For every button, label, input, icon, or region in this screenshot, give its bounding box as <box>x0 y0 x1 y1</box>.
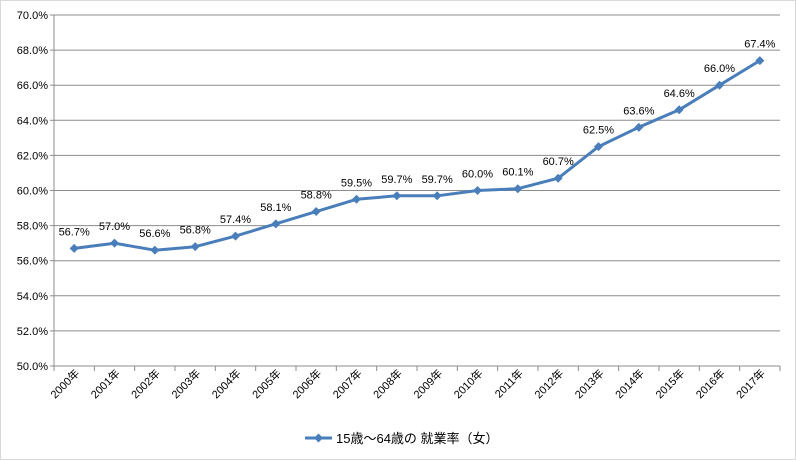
data-point <box>311 207 321 217</box>
x-tick-label: 2013年 <box>572 366 607 401</box>
y-tick-label: 64.0% <box>17 115 48 127</box>
series-group <box>69 56 765 255</box>
x-tick-label: 2004年 <box>209 366 244 401</box>
data-point <box>634 122 644 132</box>
data-label: 60.1% <box>502 167 533 179</box>
data-label: 59.7% <box>381 174 412 186</box>
data-label: 56.7% <box>59 226 90 238</box>
data-point <box>110 238 119 248</box>
data-point <box>513 184 523 194</box>
x-tick-label: 2005年 <box>249 366 284 401</box>
data-label: 62.5% <box>583 125 614 137</box>
data-label: 67.4% <box>744 39 775 51</box>
x-tick-label: 2006年 <box>289 366 324 401</box>
y-tick-label: 58.0% <box>17 221 48 233</box>
data-labels: 56.7% 57.0% 56.6% 56.8% 57.4% 58.1% 58.8% 59.5%… <box>59 39 776 241</box>
y-tick-label: 50.0% <box>17 361 48 373</box>
y-axis-ticks: 50.0% 52.0% 54.0% 56.0% 58.0% 60.0% 62.0% 64.0%… <box>17 10 54 373</box>
x-tick-label: 2017年 <box>733 366 768 401</box>
x-tick-label: 2003年 <box>168 366 203 401</box>
gridlines <box>54 14 780 332</box>
data-point <box>352 194 361 204</box>
data-point <box>190 242 200 252</box>
y-tick-label: 56.0% <box>17 256 48 268</box>
data-point <box>553 173 563 183</box>
legend-diamond-icon <box>314 433 323 443</box>
data-point <box>150 245 160 255</box>
data-label: 60.7% <box>543 156 574 168</box>
x-tick-label: 2010年 <box>451 366 486 401</box>
x-tick-label: 2011年 <box>492 366 526 400</box>
data-point <box>432 191 442 201</box>
y-tick-label: 70.0% <box>17 10 48 22</box>
x-tick-label: 2009年 <box>410 366 445 401</box>
legend-label: 15歳～64歳の 就業率（女） <box>336 431 499 446</box>
data-label: 58.8% <box>301 190 332 202</box>
x-tick-label: 2001年 <box>88 366 123 401</box>
data-point <box>231 231 240 241</box>
data-label: 57.4% <box>220 214 251 226</box>
data-label: 56.6% <box>139 228 170 240</box>
data-label: 59.5% <box>341 177 372 189</box>
x-tick-label: 2007年 <box>330 366 365 401</box>
data-point <box>755 56 765 66</box>
data-label: 64.6% <box>664 88 695 100</box>
data-point <box>69 243 79 253</box>
data-point <box>715 80 724 90</box>
x-tick-label: 2002年 <box>128 366 163 401</box>
x-tick-label: 2008年 <box>370 366 405 401</box>
data-label: 66.0% <box>704 63 735 75</box>
x-tick-label: 2015年 <box>652 366 687 401</box>
y-tick-label: 52.0% <box>17 326 48 338</box>
y-tick-label: 66.0% <box>17 80 48 92</box>
data-point <box>392 191 402 201</box>
data-point <box>271 219 281 229</box>
data-point <box>594 142 603 152</box>
y-tick-label: 60.0% <box>17 186 48 198</box>
data-label: 63.6% <box>623 105 654 117</box>
data-label: 59.7% <box>422 174 453 186</box>
data-point <box>674 105 684 115</box>
x-tick-label: 2012年 <box>531 366 566 401</box>
x-tick-label: 2000年 <box>47 366 82 401</box>
y-tick-label: 62.0% <box>17 150 48 162</box>
x-tick-label: 2014年 <box>612 366 647 401</box>
legend: 15歳～64歳の 就業率（女） <box>305 431 499 446</box>
y-tick-label: 54.0% <box>17 291 48 303</box>
data-label: 57.0% <box>99 221 130 233</box>
y-tick-label: 68.0% <box>17 45 48 57</box>
data-point <box>473 186 482 195</box>
x-tick-label: 2016年 <box>693 366 728 401</box>
data-label: 58.1% <box>260 202 291 214</box>
x-axis-ticks: 2000年 2001年 2002年 2003年 2004年 2005年 2006年 2007年… <box>47 366 781 401</box>
series-line <box>74 59 761 252</box>
data-label: 56.8% <box>180 225 211 237</box>
data-label: 60.0% <box>462 169 493 181</box>
